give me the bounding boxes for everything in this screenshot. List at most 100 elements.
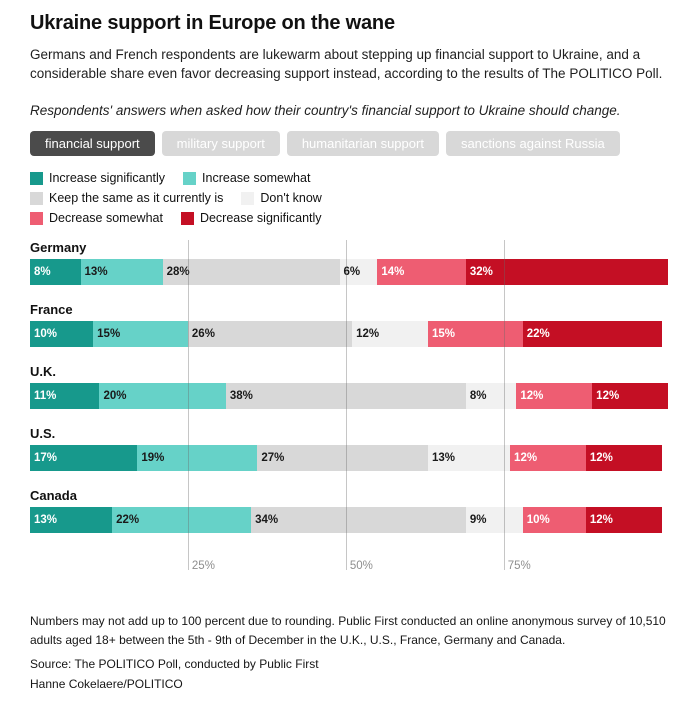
bar-segment-increase-somewhat: 22% <box>112 507 252 534</box>
bar-segment-keep-the-same-as-it-currently-is: 28% <box>162 259 340 286</box>
bar-segment-increase-somewhat: 15% <box>93 321 188 348</box>
chart: Germany 8% 13% 28% 6% 14% 32% France 10% 15% 26% 12… <box>30 240 668 578</box>
bar-segment-don-t-know: 8% <box>465 383 517 410</box>
tab-bar: financial support military support humanit… <box>30 131 668 157</box>
bar-segment-value: 12% <box>520 390 544 403</box>
legend-item-increase-significantly: Increase significantly <box>30 171 165 185</box>
source-line: Source: The POLITICO Poll, conducted by … <box>30 657 319 672</box>
bar-segment-value: 32% <box>469 266 493 279</box>
legend-label: Don't know <box>260 191 322 206</box>
bar-segment-value: 26% <box>191 328 215 341</box>
country-label: Germany <box>30 240 87 256</box>
tab-humanitarian-support[interactable]: humanitarian support <box>286 131 439 157</box>
legend-item-increase-somewhat: Increase somewhat <box>183 171 310 185</box>
page-title: Ukraine support in Europe on the wane <box>30 12 395 34</box>
stacked-bar: 17% 19% 27% 13% 12% 12% <box>30 445 668 472</box>
country-row-u-s: U.S. 17% 19% 27% 13% 12% 12% <box>30 426 668 472</box>
bar-segment-increase-significantly: 13% <box>30 507 113 534</box>
axis-tick-label: 50% <box>349 560 373 573</box>
footer: Numbers may not add up to 100 percent du… <box>30 612 668 691</box>
bar-segment-increase-significantly: 10% <box>30 321 94 348</box>
bar-segment-decrease-significantly: 12% <box>585 445 662 472</box>
bar-segment-increase-significantly: 17% <box>30 445 138 472</box>
bar-segment-value: 34% <box>255 514 279 527</box>
bar-segment-value: 9% <box>469 514 487 527</box>
bar-segment-increase-significantly: 8% <box>30 259 81 286</box>
bar-segment-value: 14% <box>381 266 405 279</box>
legend-swatch-icon <box>30 171 43 185</box>
bar-segment-value: 10% <box>34 328 58 341</box>
bar-segment-decrease-somewhat: 15% <box>427 321 523 348</box>
bar-segment-value: 22% <box>116 514 140 527</box>
bar-segment-value: 6% <box>343 266 361 279</box>
tab-military-support[interactable]: military support <box>161 131 280 157</box>
country-label: Canada <box>30 488 77 504</box>
legend-swatch-icon <box>180 211 194 225</box>
tab-sanctions-against-russia[interactable]: sanctions against Russia <box>445 131 620 157</box>
bar-segment-decrease-somewhat: 14% <box>377 259 466 286</box>
bar-segment-value: 15% <box>97 328 121 341</box>
legend-swatch-icon <box>30 211 43 225</box>
bar-segment-keep-the-same-as-it-currently-is: 27% <box>257 445 428 472</box>
bar-segment-value: 12% <box>596 390 620 403</box>
bar-segment-value: 8% <box>469 390 487 403</box>
bar-segment-keep-the-same-as-it-currently-is: 26% <box>187 321 353 348</box>
country-row-canada: Canada 13% 22% 34% 9% 10% 12% <box>30 488 668 534</box>
country-row-france: France 10% 15% 26% 12% 15% 22% <box>30 302 668 348</box>
legend-row: Decrease somewhat Decrease significantly <box>30 211 668 225</box>
bar-segment-value: 17% <box>34 452 58 465</box>
bar-segment-increase-somewhat: 13% <box>80 259 163 286</box>
legend-row: Keep the same as it currently is Don't kn… <box>30 191 668 205</box>
country-label: U.K. <box>30 364 56 380</box>
grid-line-50 <box>345 240 347 571</box>
tab-financial-support[interactable]: financial support <box>30 131 155 157</box>
bar-segment-value: 13% <box>431 452 455 465</box>
bar-segment-value: 8% <box>34 266 51 279</box>
bar-segment-increase-somewhat: 20% <box>99 383 226 410</box>
axis-tick-label: 25% <box>191 560 215 573</box>
bar-segment-value: 19% <box>141 452 165 465</box>
axis-tick-label: 75% <box>507 560 531 573</box>
bar-segment-don-t-know: 9% <box>465 507 523 534</box>
legend-item-decrease-significantly: Decrease significantly <box>180 211 322 226</box>
bar-segment-decrease-significantly: 22% <box>522 321 662 348</box>
legend-label: Increase somewhat <box>202 171 311 186</box>
legend-label: Increase significantly <box>49 171 166 186</box>
legend-item-don-t-know: Don't know <box>241 191 322 206</box>
country-row-u-k: U.K. 11% 20% 38% 8% 12% 12% <box>30 364 668 410</box>
bar-segment-value: 15% <box>431 328 455 341</box>
bar-segment-value: 12% <box>589 452 613 465</box>
bar-segment-decrease-significantly: 32% <box>465 259 668 286</box>
bar-segment-decrease-significantly: 12% <box>592 383 668 410</box>
grid-line-25 <box>187 240 189 571</box>
legend-label: Decrease somewhat <box>49 211 163 226</box>
bar-segment-value: 13% <box>34 514 58 527</box>
bar-segment-don-t-know: 12% <box>352 321 428 348</box>
bar-segment-value: 38% <box>229 390 253 403</box>
legend-item-keep-the-same-as-it-currently-is: Keep the same as it currently is <box>30 191 223 205</box>
bar-segment-value: 27% <box>261 452 285 465</box>
bar-segment-value: 13% <box>84 266 108 279</box>
legend: Increase significantly Increase somewhat K… <box>30 171 668 225</box>
bar-segment-decrease-significantly: 12% <box>585 507 662 534</box>
question-caption: Respondents' answers when asked how thei… <box>30 103 621 119</box>
subtitle: Germans and French respondents are lukew… <box>30 47 663 81</box>
stacked-bar: 8% 13% 28% 6% 14% 32% <box>30 259 668 286</box>
bar-segment-value: 11% <box>34 390 57 403</box>
bar-segment-value: 12% <box>356 328 380 341</box>
stacked-bar: 10% 15% 26% 12% 15% 22% <box>30 321 668 348</box>
bar-segment-keep-the-same-as-it-currently-is: 38% <box>225 383 466 410</box>
legend-row: Increase significantly Increase somewhat <box>30 171 668 185</box>
bar-segment-increase-significantly: 11% <box>30 383 100 410</box>
bar-segment-increase-somewhat: 19% <box>137 445 258 472</box>
legend-label: Decrease significantly <box>199 211 322 226</box>
bar-segment-value: 20% <box>103 390 127 403</box>
methodology-note: Numbers may not add up to 100 percent du… <box>30 614 666 647</box>
bar-segment-keep-the-same-as-it-currently-is: 34% <box>251 507 466 534</box>
country-row-germany: Germany 8% 13% 28% 6% 14% 32% <box>30 240 668 286</box>
legend-item-decrease-somewhat: Decrease somewhat <box>30 211 163 225</box>
bar-segment-value: 10% <box>526 514 550 527</box>
bar-segment-decrease-somewhat: 12% <box>510 445 586 472</box>
bar-segment-decrease-somewhat: 12% <box>516 383 593 410</box>
